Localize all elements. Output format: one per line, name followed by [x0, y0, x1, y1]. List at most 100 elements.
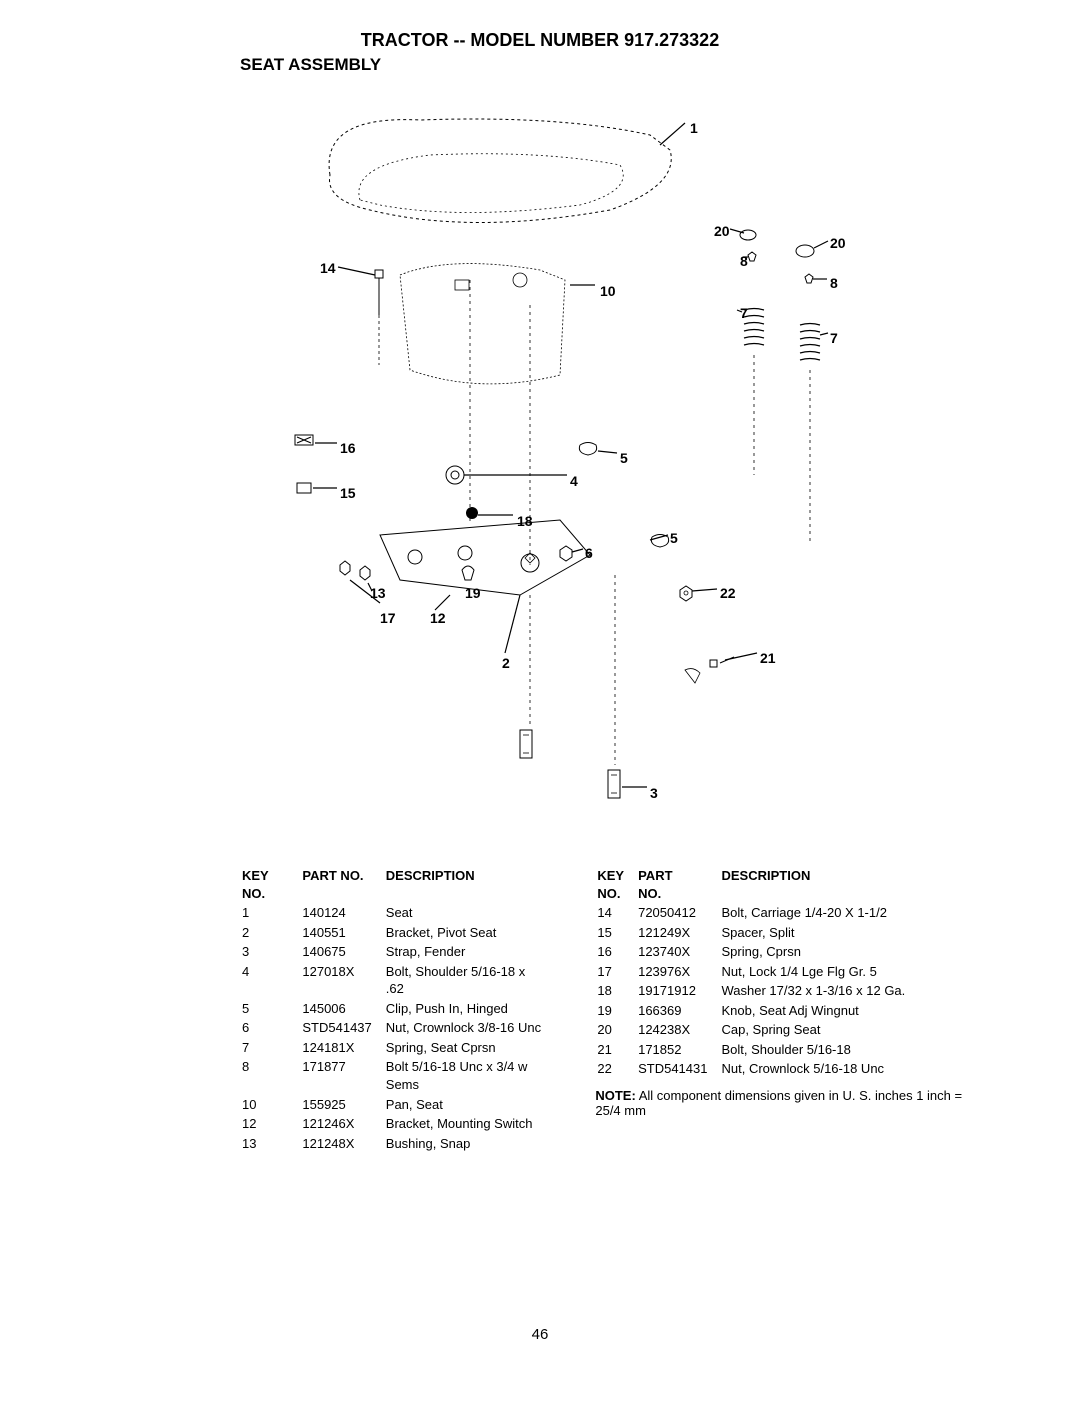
- cell-key: 22: [597, 1060, 636, 1078]
- cell-desc: Spring, Seat Cprsn: [386, 1039, 554, 1057]
- cell-part: STD541437: [302, 1019, 383, 1037]
- callout-22: 22: [720, 585, 736, 601]
- callout-7: 7: [830, 330, 838, 346]
- cell-desc: Nut, Lock 1/4 Lge Flg Gr. 5: [721, 963, 917, 981]
- cell-desc: Bolt, Shoulder 5/16-18 x .62: [386, 963, 554, 998]
- cell-key: 16: [597, 943, 636, 961]
- cell-desc: Seat: [386, 904, 554, 922]
- cell-desc: Pan, Seat: [386, 1096, 554, 1114]
- cell-key: 14: [597, 904, 636, 922]
- cell-part: 145006: [302, 1000, 383, 1018]
- table-row: 19166369Knob, Seat Adj Wingnut: [597, 1002, 917, 1020]
- callout-10: 10: [600, 283, 616, 299]
- table-row: 10155925Pan, Seat: [242, 1096, 553, 1114]
- page-subtitle: SEAT ASSEMBLY: [240, 55, 1020, 75]
- cell-key: 7: [242, 1039, 300, 1057]
- cell-part: 166369: [638, 1002, 719, 1020]
- cell-desc: Strap, Fender: [386, 943, 554, 961]
- cell-desc: Spacer, Split: [721, 924, 917, 942]
- table-row: 16123740XSpring, Cprsn: [597, 943, 917, 961]
- cell-desc: Cap, Spring Seat: [721, 1021, 917, 1039]
- callout-20: 20: [830, 235, 846, 251]
- table-row: 1140124Seat: [242, 904, 553, 922]
- col-key-no: KEYNO.: [597, 867, 636, 902]
- table-row: 12121246XBracket, Mounting Switch: [242, 1115, 553, 1133]
- cell-desc: Bolt 5/16-18 Unc x 3/4 w Sems: [386, 1058, 554, 1093]
- col-description: DESCRIPTION: [721, 867, 917, 902]
- cell-key: 3: [242, 943, 300, 961]
- page-title: TRACTOR -- MODEL NUMBER 917.273322: [361, 30, 719, 50]
- cell-desc: Bracket, Mounting Switch: [386, 1115, 554, 1133]
- callout-3: 3: [650, 785, 658, 801]
- cell-key: 5: [242, 1000, 300, 1018]
- cell-part: 124181X: [302, 1039, 383, 1057]
- cell-part: 140551: [302, 924, 383, 942]
- cell-part: 121248X: [302, 1135, 383, 1153]
- cell-desc: Washer 17/32 x 1-3/16 x 12 Ga.: [721, 982, 917, 1000]
- cell-part: 121249X: [638, 924, 719, 942]
- parts-table-left: KEY NO. PART NO. DESCRIPTION 1140124Seat…: [240, 865, 555, 1154]
- cell-part: 155925: [302, 1096, 383, 1114]
- cell-part: 140124: [302, 904, 383, 922]
- callout-17: 17: [380, 610, 396, 626]
- col-part-no: PART NO.: [302, 867, 383, 902]
- callout-5: 5: [670, 530, 678, 546]
- parts-tables: KEY NO. PART NO. DESCRIPTION 1140124Seat…: [240, 865, 980, 1154]
- cell-part: 171852: [638, 1041, 719, 1059]
- cell-part: 124238X: [638, 1021, 719, 1039]
- cell-part: 123740X: [638, 943, 719, 961]
- cell-desc: Knob, Seat Adj Wingnut: [721, 1002, 917, 1020]
- table-row: 13121248XBushing, Snap: [242, 1135, 553, 1153]
- cell-desc: Bushing, Snap: [386, 1135, 554, 1153]
- cell-key: 6: [242, 1019, 300, 1037]
- cell-key: 10: [242, 1096, 300, 1114]
- callout-14: 14: [320, 260, 336, 276]
- callout-7: 7: [740, 305, 748, 321]
- col-key-no: KEY NO.: [242, 867, 300, 902]
- callout-12: 12: [430, 610, 446, 626]
- callout-2: 2: [502, 655, 510, 671]
- cell-desc: Clip, Push In, Hinged: [386, 1000, 554, 1018]
- note: NOTE: All component dimensions given in …: [595, 1088, 980, 1118]
- callout-20: 20: [714, 223, 730, 239]
- page-number: 46: [532, 1326, 549, 1343]
- table-row: 4127018XBolt, Shoulder 5/16-18 x .62: [242, 963, 553, 998]
- cell-desc: Bolt, Shoulder 5/16-18: [721, 1041, 917, 1059]
- callout-8: 8: [830, 275, 838, 291]
- table-row: 20124238XCap, Spring Seat: [597, 1021, 917, 1039]
- cell-key: 17: [597, 963, 636, 981]
- callout-6: 6: [585, 545, 593, 561]
- cell-key: 8: [242, 1058, 300, 1093]
- table-row: 6STD541437Nut, Crownlock 3/8-16 Unc: [242, 1019, 553, 1037]
- cell-part: 19171912: [638, 982, 719, 1000]
- table-row: 7124181XSpring, Seat Cprsn: [242, 1039, 553, 1057]
- callout-8: 8: [740, 253, 748, 269]
- cell-key: 15: [597, 924, 636, 942]
- parts-table-right: KEYNO. PARTNO. DESCRIPTION 1472050412Bol…: [595, 865, 919, 1080]
- cell-part: 121246X: [302, 1115, 383, 1133]
- page-header: TRACTOR -- MODEL NUMBER 917.273322: [60, 30, 1020, 51]
- cell-part: 123976X: [638, 963, 719, 981]
- cell-key: 13: [242, 1135, 300, 1153]
- cell-key: 12: [242, 1115, 300, 1133]
- cell-desc: Nut, Crownlock 5/16-18 Unc: [721, 1060, 917, 1078]
- cell-desc: Bolt, Carriage 1/4-20 X 1-1/2: [721, 904, 917, 922]
- note-text: All component dimensions given in U. S. …: [595, 1088, 962, 1118]
- cell-key: 2: [242, 924, 300, 942]
- table-row: 3140675Strap, Fender: [242, 943, 553, 961]
- cell-part: STD541431: [638, 1060, 719, 1078]
- table-row: 1819171912Washer 17/32 x 1-3/16 x 12 Ga.: [597, 982, 917, 1000]
- callout-4: 4: [570, 473, 578, 489]
- note-label: NOTE:: [595, 1088, 635, 1103]
- callout-15: 15: [340, 485, 356, 501]
- col-part-no: PARTNO.: [638, 867, 719, 902]
- table-row: 21171852Bolt, Shoulder 5/16-18: [597, 1041, 917, 1059]
- cell-key: 18: [597, 982, 636, 1000]
- table-row: 8171877Bolt 5/16-18 Unc x 3/4 w Sems: [242, 1058, 553, 1093]
- col-description: DESCRIPTION: [386, 867, 554, 902]
- table-row: 5145006Clip, Push In, Hinged: [242, 1000, 553, 1018]
- callout-16: 16: [340, 440, 356, 456]
- callout-18: 18: [517, 513, 533, 529]
- cell-part: 127018X: [302, 963, 383, 998]
- callout-19: 19: [465, 585, 481, 601]
